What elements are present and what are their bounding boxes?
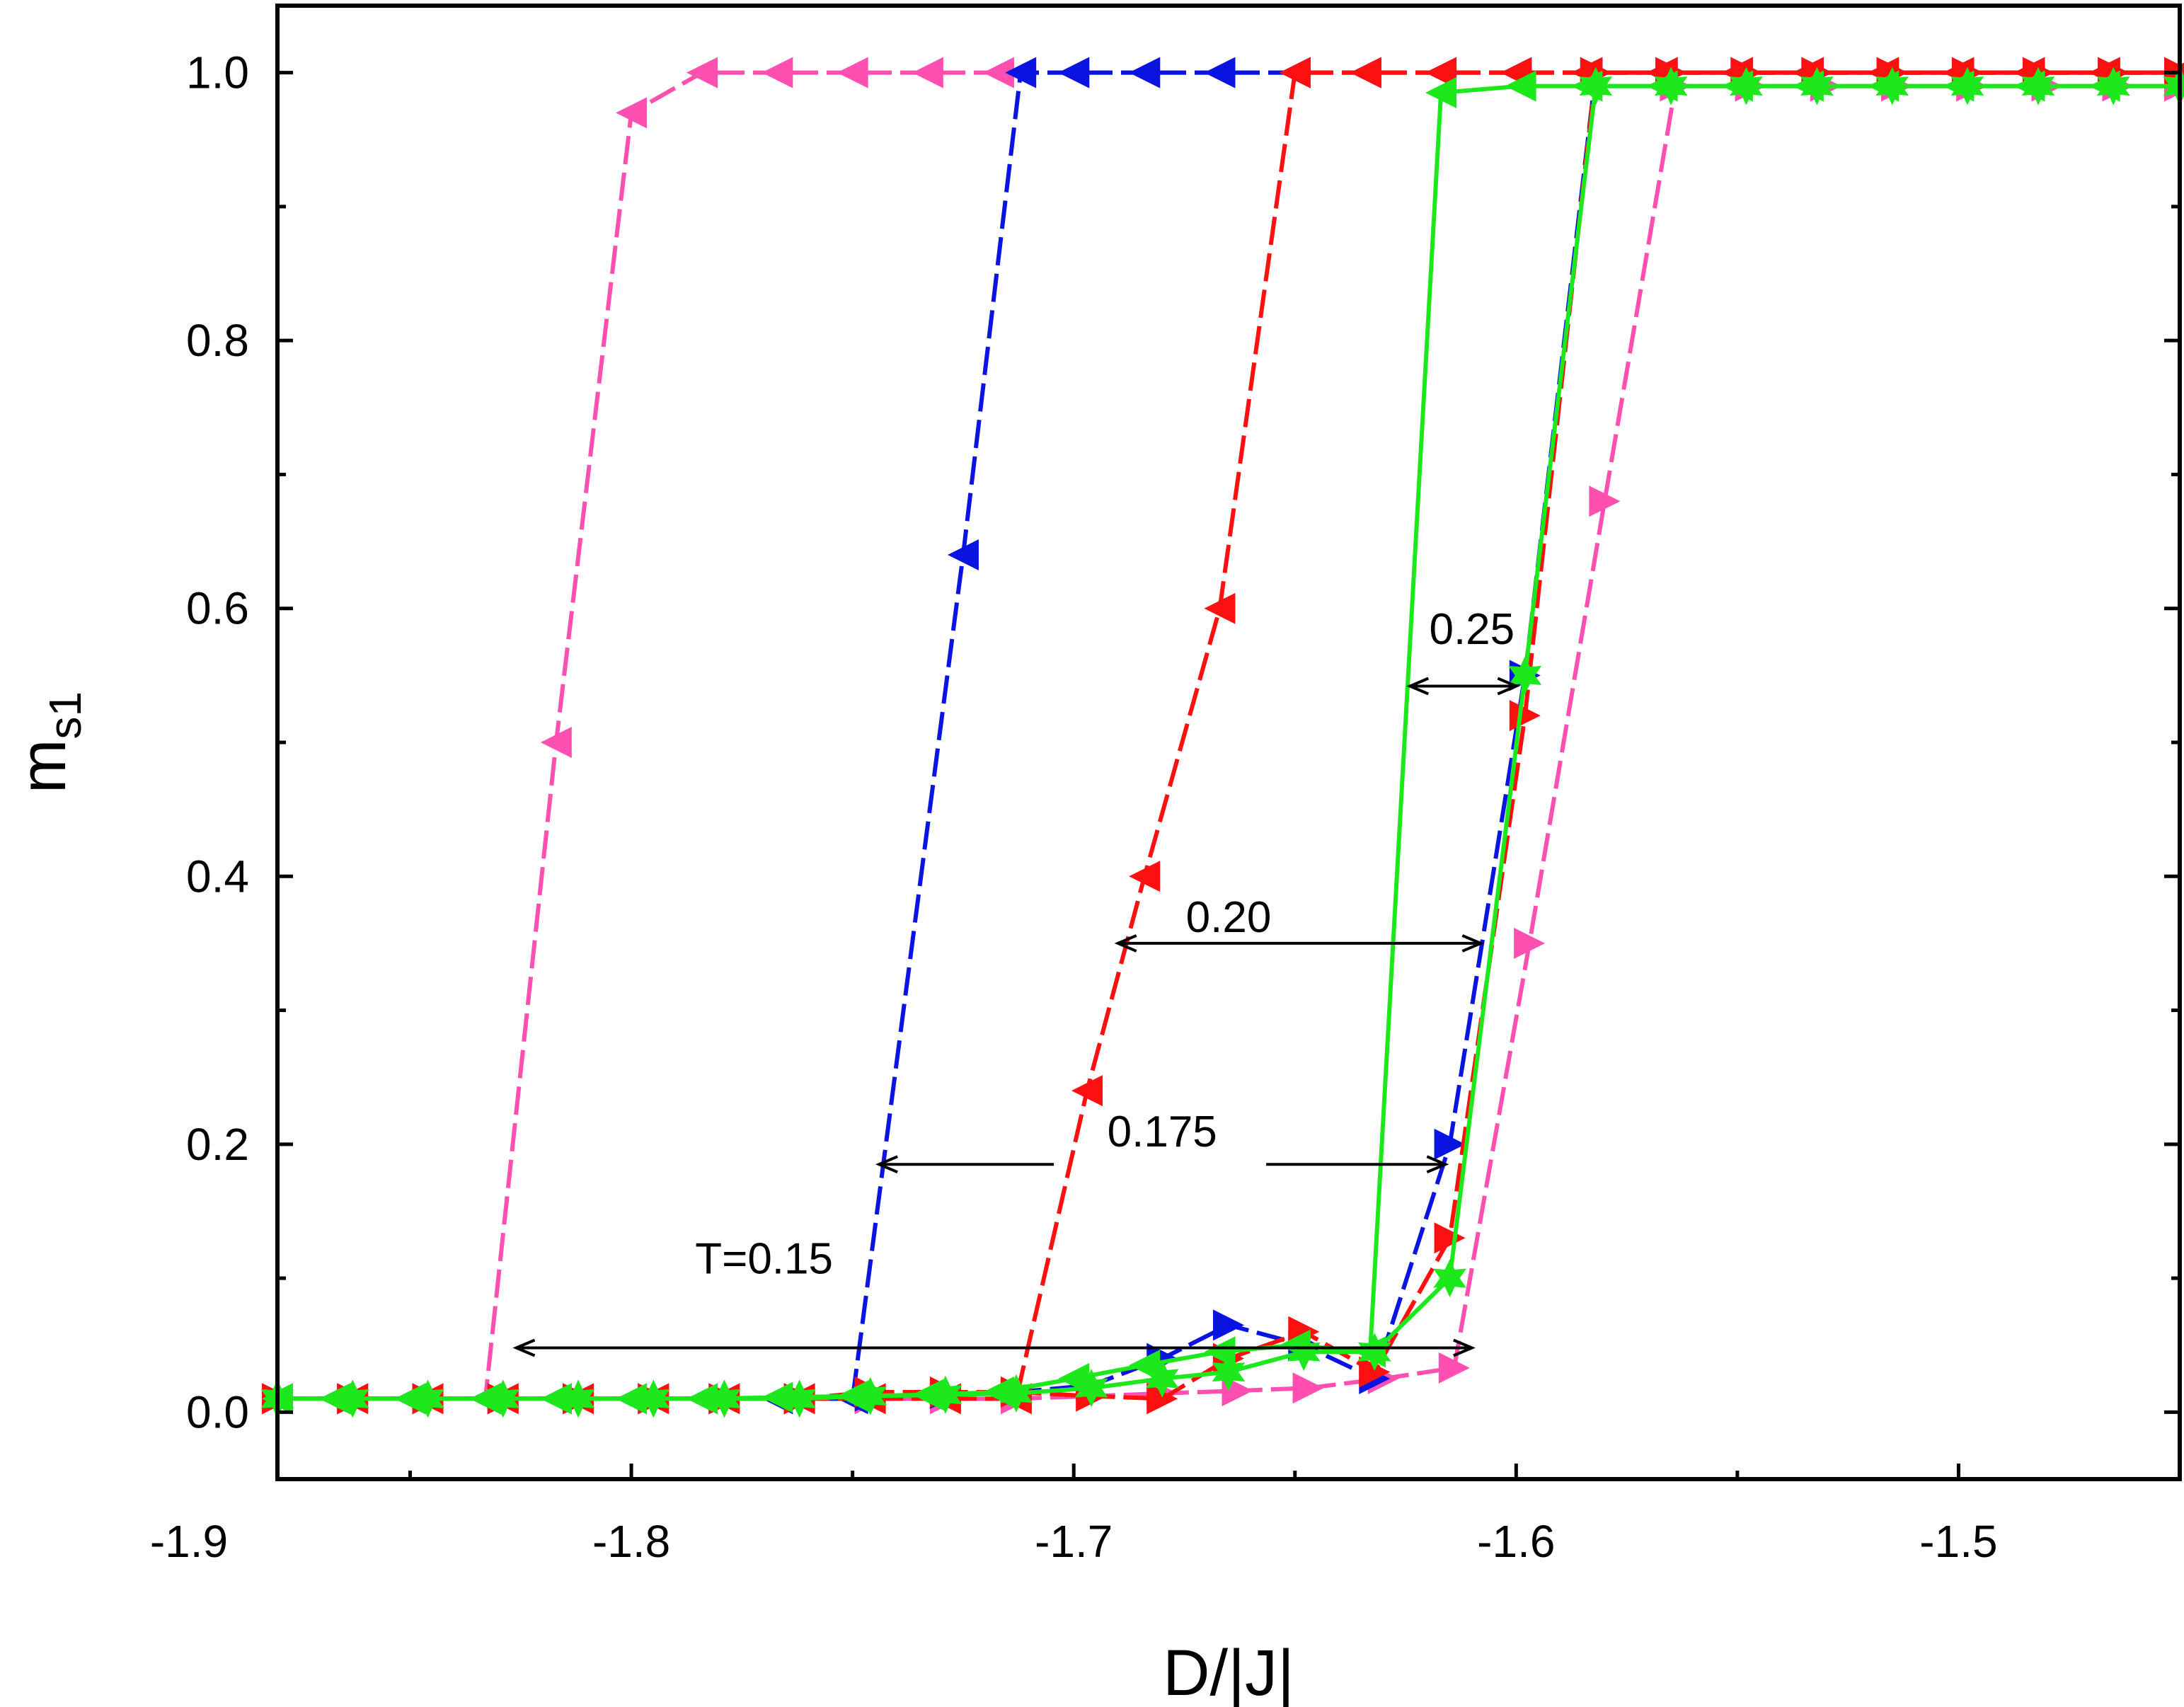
data-point: [541, 1383, 572, 1414]
x-tick-label: -1.7: [1035, 1516, 1113, 1567]
series-T0.175-backward: [262, 57, 2184, 1415]
y-axis-title: ms1: [7, 691, 91, 793]
y-tick-label: 0.6: [186, 583, 249, 634]
data-point: [319, 1383, 350, 1414]
data-point: [1129, 861, 1160, 892]
data-point: [837, 57, 868, 88]
annotation-label: 0.175: [1108, 1108, 1217, 1156]
x-tick-label: -1.9: [150, 1516, 228, 1567]
data-point: [1129, 57, 1160, 88]
annotation: 0.175: [879, 1108, 1445, 1172]
x-tick-label: -1.5: [1919, 1516, 1997, 1567]
y-axis-title-main: m: [7, 739, 79, 793]
data-point: [686, 1383, 718, 1414]
y-tick-label: 0.4: [186, 851, 249, 902]
data-point: [1058, 57, 1089, 88]
data-point: [912, 1379, 943, 1410]
annotation-layer: T=0.15 0.175 0.20 0.25: [517, 605, 1517, 1355]
data-point: [1213, 1309, 1244, 1340]
y-tick-label: 0.0: [186, 1386, 249, 1437]
data-point: [1293, 1372, 1324, 1403]
data-point: [1204, 57, 1235, 88]
data-point: [761, 1382, 793, 1413]
data-point: [983, 1376, 1014, 1408]
x-tick-label: -1.6: [1477, 1516, 1555, 1567]
annotation-label: 0.20: [1186, 893, 1272, 942]
y-tick-label: 0.2: [186, 1119, 249, 1170]
series-T0.20-forward: [262, 57, 2184, 1415]
data-point: [395, 1383, 426, 1414]
annotation-label: 0.25: [1429, 605, 1515, 654]
x-tick-label: -1.8: [592, 1516, 670, 1567]
x-axis-title: D/|J|: [1163, 1637, 1294, 1707]
series-T0.20-backward: [262, 57, 2184, 1415]
annotation: 0.20: [1118, 893, 1481, 951]
data-point: [912, 57, 943, 88]
y-tick-label: 0.8: [186, 315, 249, 366]
series-T0.175-forward: [262, 57, 2184, 1415]
series-layer: [261, 57, 2184, 1418]
data-point: [616, 1383, 647, 1414]
data-point: [761, 57, 793, 88]
annotation: 0.25: [1410, 605, 1516, 694]
data-point: [686, 57, 718, 88]
y-tick-label: 1.0: [186, 47, 249, 98]
data-point: [1129, 1350, 1160, 1381]
series-T0.15-backward: [262, 57, 2184, 1415]
data-point: [1071, 1075, 1103, 1106]
annotation-label: T=0.15: [695, 1235, 833, 1284]
y-axis-title-subscript: s1: [40, 691, 91, 740]
data-point: [1350, 57, 1381, 88]
annotation: T=0.15: [517, 1235, 1472, 1356]
